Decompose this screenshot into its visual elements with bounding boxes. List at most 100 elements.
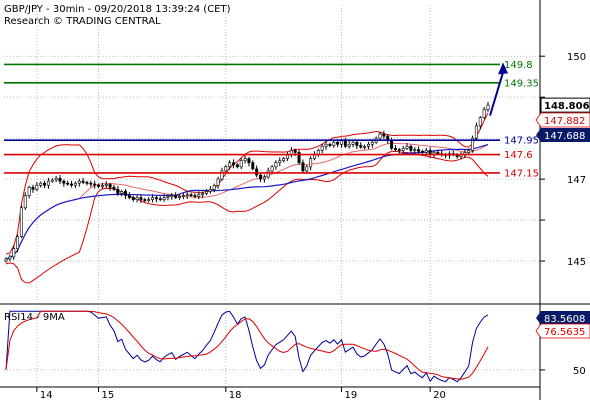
support-2-label: 147.15 [504,168,539,179]
target-arrow [489,62,508,116]
time-tick-label-1: 15 [102,390,115,400]
candle-body-56 [220,170,224,180]
candle-body-122 [474,125,478,139]
candle-body-33 [131,197,135,200]
chart-subtitle: Research © TRADING CENTRAL [4,16,161,27]
candle-body-49 [193,195,197,197]
candle-body-29 [116,189,120,194]
candle-body-75 [293,150,297,153]
last-price-box [540,97,590,113]
candle-body-44 [174,195,178,198]
moving-average-box [536,128,590,142]
rsi-tick-label-0: 50 [573,366,586,377]
candle-body-47 [185,194,189,196]
target-2-label: 149.8 [504,60,533,71]
candle-body-10 [43,182,47,186]
candle-body-102 [397,149,401,151]
candle-body-39 [154,197,158,200]
candle-body-77 [301,162,305,172]
bollinger-bands [5,112,489,284]
bollinger-middle [5,142,489,260]
candle-body-124 [482,109,486,118]
time-tick-label-4: 20 [433,390,446,400]
candle-body-13 [54,177,58,181]
time-tick-label-0: 14 [40,390,53,400]
candle-body-104 [405,146,409,149]
candle-body-58 [228,162,232,168]
candle-body-32 [127,195,131,198]
rsi-value-text: 83.5608 [544,314,585,325]
candle-body-52 [205,191,209,194]
last-price-text: 148.806 [544,101,590,112]
candle-body-1 [8,256,12,260]
candle-body-112 [436,152,440,155]
rsi-ma-value-box [535,323,590,339]
candle-body-101 [393,148,397,150]
candle-body-12 [50,179,54,182]
candle-body-50 [197,194,201,197]
price-tick-label-5: 150 [567,52,586,63]
candle-body-43 [170,195,174,197]
candle-body-125 [486,104,490,110]
candle-body-94 [366,143,370,147]
candle-body-95 [370,141,374,145]
candle-body-51 [201,193,205,195]
support-1-label: 147.6 [504,150,533,161]
candle-body-41 [162,197,166,200]
candle-body-40 [158,198,162,201]
candle-body-83 [324,143,328,147]
candle-body-84 [328,143,332,146]
chart-title: GBP/JPY - 30min - 09/20/2018 13:39:24 (C… [4,4,231,15]
rsi-label: RSI14 - 9MA [4,312,65,323]
candle-body-4 [19,207,23,237]
target-1-label: 149.35 [504,78,539,89]
candle-body-120 [467,150,471,153]
candle-body-53 [208,189,212,192]
candle-body-63 [247,158,251,164]
candle-body-57 [224,166,228,172]
grid-lines [4,5,540,385]
candle-body-109 [424,150,428,153]
candle-body-54 [212,184,216,190]
candle-body-72 [282,158,286,161]
candle-body-46 [181,195,185,197]
candle-body-34 [135,197,139,200]
upper-band-box [535,112,590,128]
candle-body-35 [139,197,143,200]
bollinger-upper [5,112,489,255]
time-tick-label-2: 18 [229,390,242,400]
candle-body-103 [401,148,405,151]
candle-body-21 [85,182,89,184]
candle-body-79 [309,158,313,168]
candle-body-7 [31,186,35,190]
candle-body-89 [347,143,351,147]
rsi-value-box [536,311,590,325]
candle-body-16 [66,182,70,185]
candle-body-55 [216,178,220,186]
candle-body-108 [420,150,424,153]
candle-body-14 [58,177,62,182]
candle-body-68 [266,170,270,178]
candle-body-97 [378,133,382,139]
rsi-panel [5,310,489,383]
candle-body-76 [297,152,301,164]
rsi-line [5,310,489,383]
candle-body-59 [232,162,236,166]
candle-body-8 [35,184,39,190]
candle-body-9 [39,182,43,186]
candle-body-27 [108,184,112,188]
candle-body-91 [355,141,359,146]
candlesticks [4,101,490,263]
candle-body-18 [73,182,77,186]
candle-body-62 [243,158,247,161]
candle-body-64 [251,162,255,170]
candle-body-88 [343,139,347,147]
candle-body-11 [46,180,50,186]
candle-body-5 [23,195,27,209]
time-tick-label-3: 19 [344,390,357,400]
candle-body-107 [417,149,421,152]
candle-body-2 [12,248,16,258]
candle-body-31 [124,191,128,196]
candle-body-6 [27,186,31,196]
